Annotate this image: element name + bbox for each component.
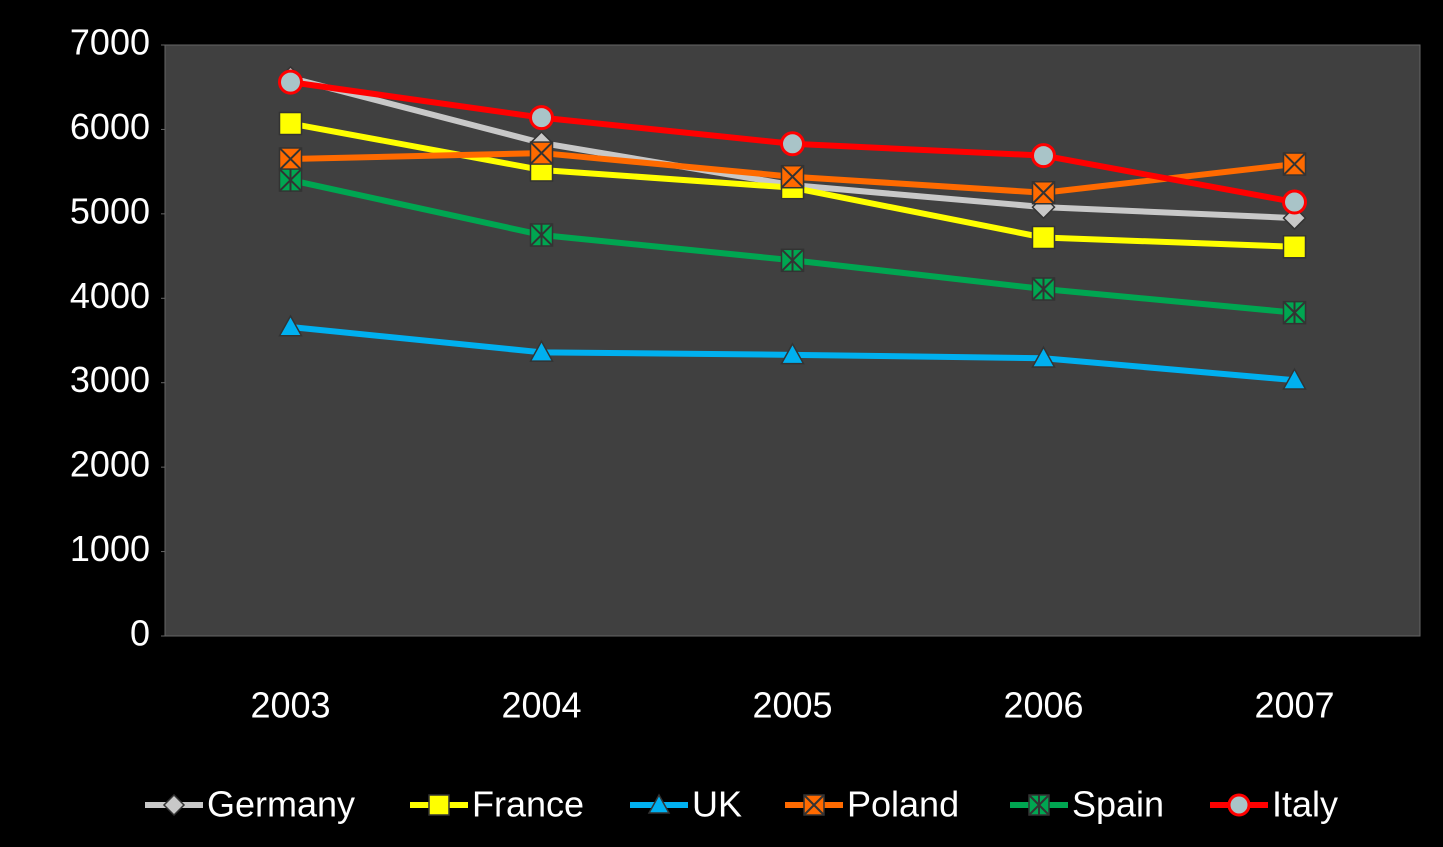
y-tick-label: 7000 <box>70 22 150 63</box>
marker <box>1282 367 1307 390</box>
marker <box>1282 235 1307 259</box>
legend-label: UK <box>692 784 742 825</box>
marker <box>428 794 450 816</box>
y-tick-label: 0 <box>130 613 150 654</box>
marker-cross <box>803 794 825 816</box>
marker <box>647 793 671 814</box>
marker-cross <box>278 147 303 171</box>
marker <box>1031 225 1056 250</box>
legend-label: Poland <box>847 784 959 825</box>
legend-label: Italy <box>1272 784 1338 825</box>
x-tick-label: 2005 <box>752 685 832 726</box>
marker <box>780 342 805 365</box>
y-tick-label: 3000 <box>70 359 150 400</box>
marker <box>1282 189 1307 215</box>
x-tick-label: 2004 <box>501 685 581 726</box>
legend-label: France <box>472 784 584 825</box>
y-tick-label: 1000 <box>70 528 150 569</box>
marker <box>780 131 805 157</box>
series <box>278 69 1307 215</box>
marker <box>529 339 554 362</box>
marker <box>278 111 303 136</box>
x-tick-label: 2006 <box>1003 685 1083 726</box>
marker <box>1031 143 1056 169</box>
y-tick-label: 6000 <box>70 106 150 147</box>
marker <box>278 314 303 337</box>
y-tick-label: 5000 <box>70 190 150 231</box>
y-tick-label: 2000 <box>70 444 150 485</box>
marker <box>162 793 186 817</box>
marker <box>1031 345 1056 368</box>
marker <box>1227 793 1251 817</box>
x-tick-label: 2007 <box>1254 685 1334 726</box>
marker-cross <box>1031 181 1056 205</box>
legend-label: Germany <box>207 784 355 825</box>
series <box>278 168 1307 325</box>
legend-label: Spain <box>1072 784 1164 825</box>
series <box>278 314 1307 390</box>
marker <box>529 105 554 131</box>
series <box>278 141 1307 205</box>
marker-cross <box>780 165 805 189</box>
marker <box>278 69 303 95</box>
marker-cross <box>529 141 554 165</box>
marker-cross <box>1282 152 1307 176</box>
x-tick-label: 2003 <box>250 685 330 726</box>
y-tick-label: 4000 <box>70 275 150 316</box>
